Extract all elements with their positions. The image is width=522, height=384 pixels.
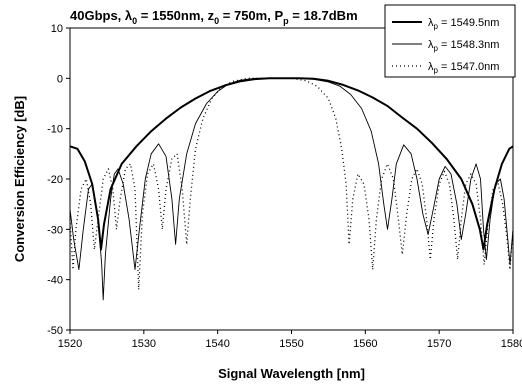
y-tick-label: -20 xyxy=(47,174,63,186)
legend-entry-1548-3: λp = 1548.3nm xyxy=(428,39,499,53)
x-tick-label: 1570 xyxy=(427,338,451,350)
x-tick-label: 1530 xyxy=(132,338,156,350)
series-lines xyxy=(69,77,514,301)
x-tick-label: 1540 xyxy=(205,338,229,350)
series-line-1548-3 xyxy=(69,77,514,301)
chart-title: 40Gbps, λ0 = 1550nm, z0 = 750m, Pp = 18.… xyxy=(70,8,358,26)
y-tick-label: 10 xyxy=(51,23,63,35)
x-tick-label: 1580 xyxy=(501,338,522,350)
x-tick-label: 1560 xyxy=(353,338,377,350)
x-tick-labels: 1520 1530 1540 1550 1560 1570 1580 xyxy=(58,338,522,350)
y-tick-label: -10 xyxy=(47,124,63,136)
y-tick-label: -40 xyxy=(47,275,63,287)
y-tick-labels: 10 0 -10 -20 -30 -40 -50 xyxy=(47,23,63,337)
legend-entry-1547-0: λp = 1547.0nm xyxy=(428,61,499,75)
y-tick-label: -50 xyxy=(47,325,63,337)
series-line-1547-0 xyxy=(69,77,514,291)
y-axis-label: Conversion Efficiency [dB] xyxy=(12,96,27,262)
axis-ticks xyxy=(66,27,514,334)
x-tick-label: 1520 xyxy=(58,338,82,350)
legend-box xyxy=(384,4,516,78)
legend-entry-1549-5: λp = 1549.5nm xyxy=(428,17,499,31)
x-tick-label: 1550 xyxy=(279,338,303,350)
y-tick-label: -30 xyxy=(47,224,63,236)
y-tick-label: 0 xyxy=(57,73,63,85)
legend: λp = 1549.5nm λp = 1548.3nm λp = 1547.0n… xyxy=(384,4,516,78)
x-axis-label: Signal Wavelength [nm] xyxy=(218,366,365,381)
